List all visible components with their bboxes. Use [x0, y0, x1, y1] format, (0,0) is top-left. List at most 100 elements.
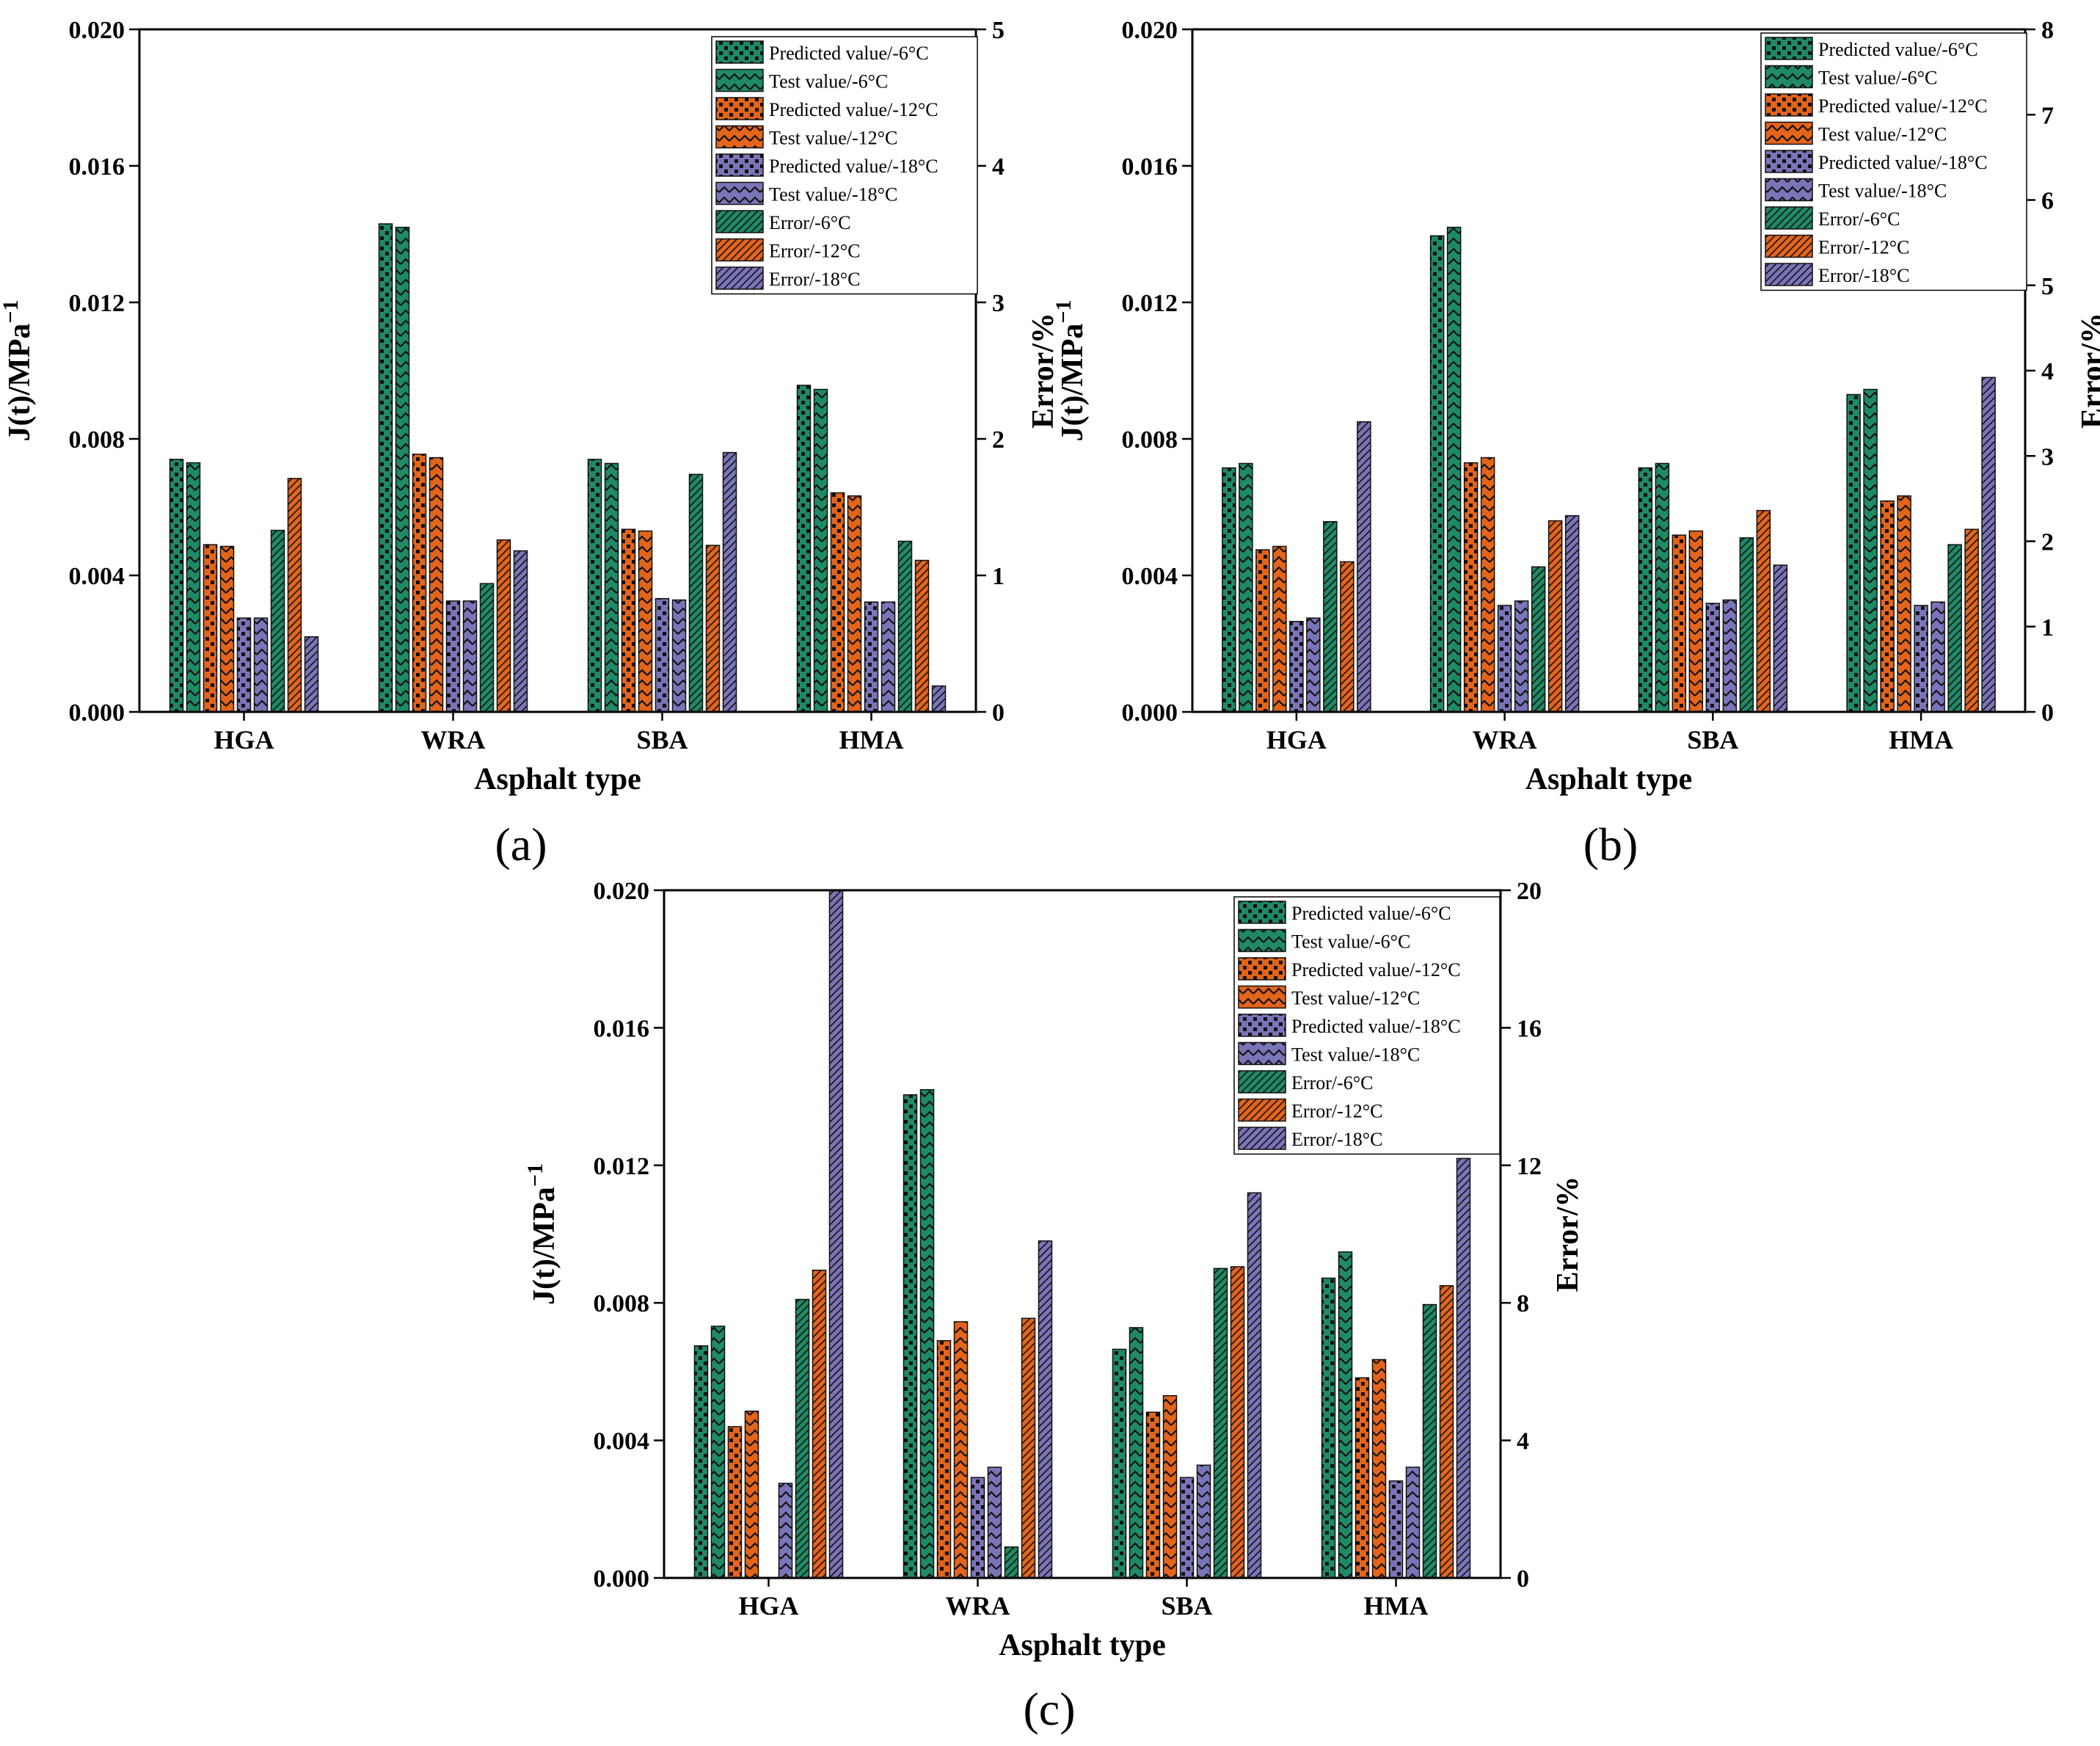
bar-test-value-12-c-hma — [847, 495, 862, 713]
x-axis-title: Asphalt type — [1525, 763, 1693, 796]
legend-swatch — [1765, 65, 1813, 89]
panel-c: HGA WRA SBA HMA 0.000 0.004 0.008 0.012 0.016 0.0… — [523, 878, 1585, 1662]
bar-error-18-c-wra — [1564, 514, 1580, 713]
x-tick-label: WRA — [1473, 725, 1537, 754]
bar-predicted-value-18-c-hma — [864, 601, 879, 713]
bar-test-value-18-c-hma — [881, 601, 896, 713]
bar-predicted-value-6-c-hga — [169, 459, 184, 713]
bar-predicted-value-12-c-hma — [1355, 1377, 1370, 1579]
legend-label: Error/-6°C — [1291, 1072, 1373, 1094]
legend-label: Test value/-18°C — [1291, 1044, 1420, 1066]
bar-error-12-c-hga — [287, 478, 302, 713]
y2-tick-label: 3 — [2041, 443, 2054, 470]
x-axis-title: Asphalt type — [999, 1629, 1166, 1662]
y2-axis-title: Error/% — [1027, 313, 1060, 429]
bar-predicted-value-12-c-wra — [412, 454, 427, 713]
legend-label: Predicted value/-18°C — [769, 156, 938, 177]
y2-tick-label: 5 — [2041, 273, 2054, 300]
bar-test-value-12-c-sba — [1162, 1394, 1178, 1579]
panel-label-a: (a) — [495, 818, 547, 870]
bar-predicted-value-6-c-wra — [378, 223, 393, 713]
legend-swatch — [715, 68, 764, 92]
bar-error-6-c-wra — [1004, 1546, 1019, 1579]
legend-label: Test value/-18°C — [1818, 181, 1947, 202]
x-tick-label: HMA — [1364, 1591, 1429, 1620]
legend-label: Predicted value/-6°C — [769, 43, 929, 64]
bar-predicted-value-18-c-wra — [970, 1477, 985, 1579]
panel-label-c: (c) — [1023, 1683, 1075, 1735]
panel-b: HGA WRA SBA HMA 0.000 0.004 0.008 0.012 0.016 0.0… — [1051, 17, 2100, 796]
legend-swatch — [715, 40, 764, 64]
x-axis-title: Asphalt type — [474, 763, 641, 796]
legend-label: Test value/-12°C — [769, 128, 897, 149]
y-tick-label: 0.008 — [594, 1290, 650, 1317]
bar-test-value-6-c-hga — [1239, 462, 1253, 713]
bar-test-value-12-c-wra — [953, 1321, 969, 1579]
y2-tick-label: 12 — [1517, 1153, 1542, 1180]
bar-error-18-c-sba — [1773, 564, 1788, 713]
y-axis-title: J(t)/MPa−1 — [0, 299, 37, 441]
x-tick-label: HMA — [839, 725, 904, 754]
legend-label: Error/-6°C — [769, 212, 850, 233]
y2-tick-label: 0 — [2041, 699, 2054, 727]
bar-test-value-18-c-hma — [1405, 1466, 1421, 1579]
bar-test-value-12-c-sba — [638, 530, 653, 713]
bar-predicted-value-12-c-sba — [1671, 534, 1687, 713]
bar-test-value-6-c-wra — [1446, 226, 1462, 713]
plot-frame — [138, 28, 977, 713]
y-tick-label: 0.016 — [594, 1015, 650, 1042]
bar-predicted-value-18-c-hma — [1914, 605, 1928, 713]
bar-test-value-6-c-wra — [919, 1088, 935, 1579]
bar-error-18-c-sba — [722, 451, 737, 713]
bar-error-6-c-hma — [1947, 544, 1962, 713]
legend-swatch — [715, 238, 764, 262]
legend-swatch — [1238, 1070, 1286, 1094]
bar-error-18-c-hga — [828, 890, 844, 1579]
x-tick-label: WRA — [946, 1591, 1010, 1620]
legend-swatch — [1238, 928, 1286, 953]
plot-frame — [663, 889, 1502, 1579]
bar-test-value-12-c-wra — [1480, 456, 1495, 713]
legend-swatch — [1238, 901, 1286, 924]
legend-swatch — [1765, 37, 1813, 60]
y2-tick-label: 3 — [992, 290, 1005, 317]
bar-error-6-c-hga — [795, 1298, 810, 1579]
y2-tick-label: 4 — [1517, 1428, 1529, 1455]
bar-test-value-6-c-hga — [710, 1325, 726, 1579]
legend-label: Test value/-6°C — [1818, 68, 1937, 89]
bar-predicted-value-12-c-hga — [727, 1426, 743, 1579]
legend-swatch — [1238, 1098, 1286, 1122]
y-tick-label: 0.000 — [69, 699, 125, 727]
legend-swatch — [1765, 150, 1813, 173]
bar-predicted-value-12-c-hga — [1255, 549, 1270, 713]
y2-tick-label: 5 — [992, 17, 1005, 44]
bar-error-6-c-hma — [1422, 1303, 1437, 1579]
bar-error-12-c-wra — [496, 539, 511, 713]
legend-swatch — [1765, 234, 1813, 258]
bar-error-12-c-sba — [1756, 509, 1771, 713]
y-tick-label: 0.000 — [1122, 699, 1178, 727]
bar-test-value-18-c-hga — [1306, 617, 1321, 713]
bar-predicted-value-12-c-hma — [830, 492, 845, 713]
y2-tick-label: 4 — [992, 153, 1005, 181]
legend-label: Predicted value/-12°C — [769, 99, 938, 120]
legend-label: Test value/-6°C — [1291, 931, 1410, 953]
bar-test-value-6-c-sba — [1129, 1327, 1144, 1579]
y-tick-label: 0.008 — [69, 426, 125, 454]
y-axis-title: J(t)/MPa−1 — [523, 1163, 561, 1305]
bar-predicted-value-18-c-hma — [1388, 1480, 1404, 1579]
bar-test-value-6-c-hma — [813, 388, 828, 713]
y2-tick-label: 7 — [2041, 102, 2054, 129]
bar-predicted-value-6-c-wra — [903, 1094, 918, 1579]
legend-label: Test value/-12°C — [1291, 988, 1420, 1009]
legend-label: Predicted value/-12°C — [1818, 95, 1988, 117]
x-tick-label: WRA — [421, 725, 486, 754]
bar-test-value-12-c-hga — [219, 545, 235, 713]
y-tick-label: 0.004 — [1122, 563, 1178, 590]
legend-swatch — [1238, 1014, 1286, 1037]
bar-error-18-c-hga — [1357, 421, 1371, 713]
bar-test-value-12-c-hma — [1371, 1358, 1387, 1579]
legend-label: Error/-18°C — [769, 269, 860, 290]
y2-tick-label: 8 — [2041, 17, 2054, 44]
legend-label: Error/-18°C — [1818, 265, 1909, 286]
